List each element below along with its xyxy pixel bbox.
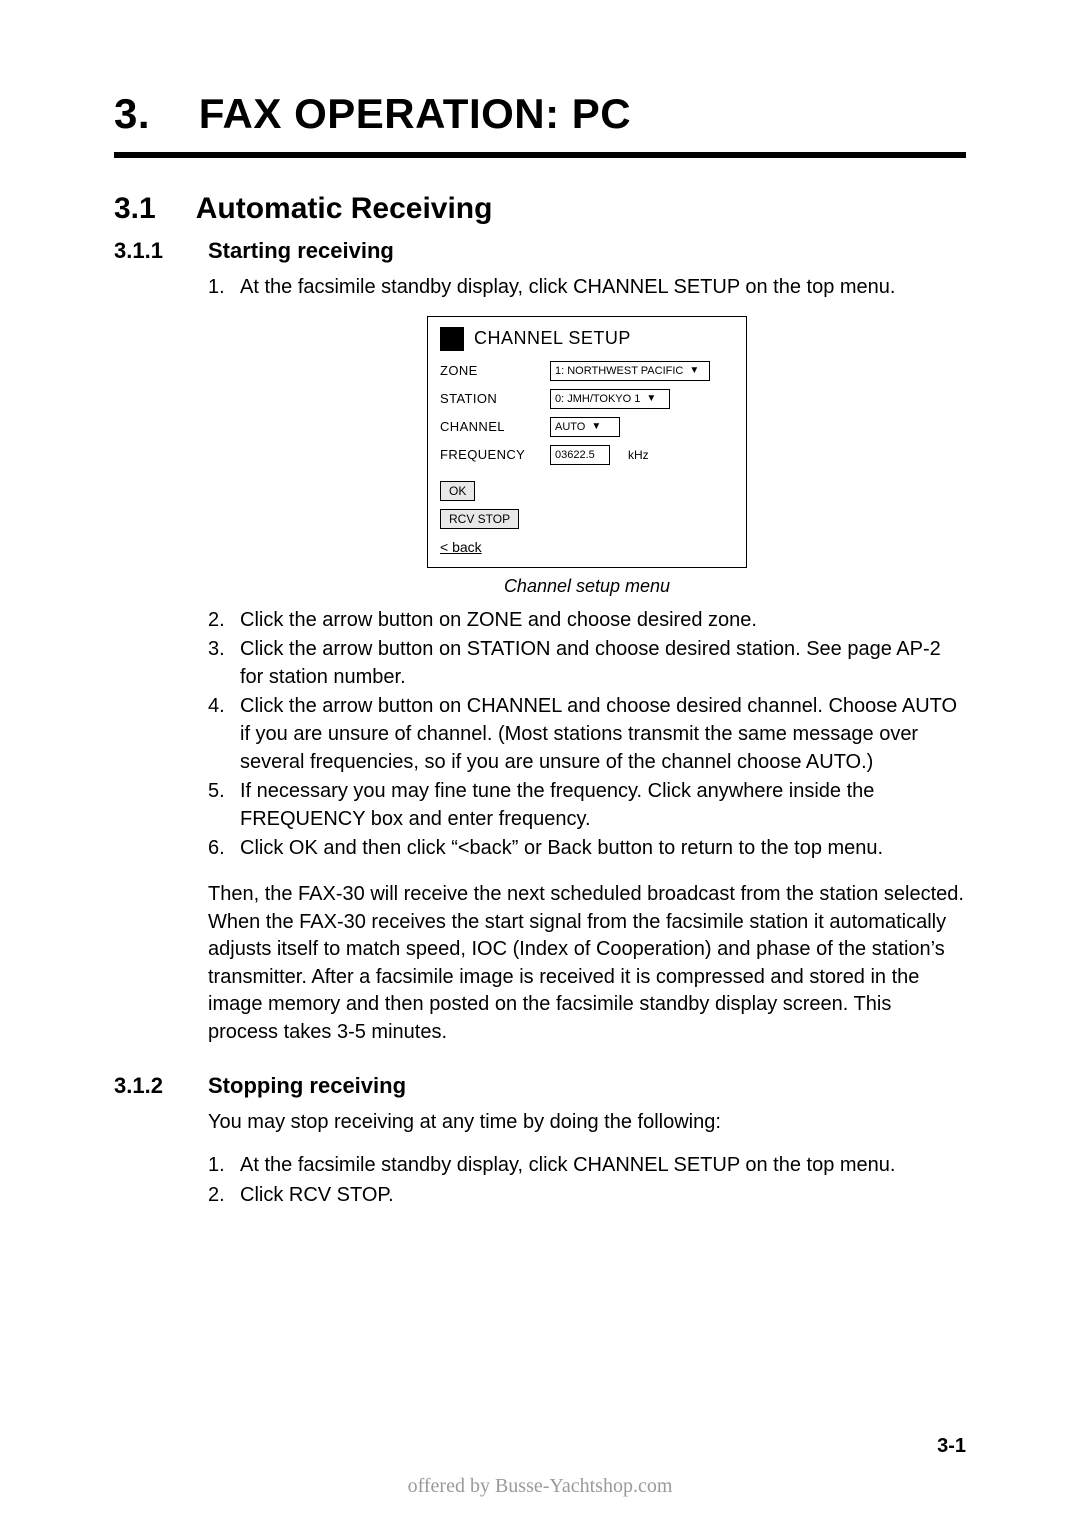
zone-label: ZONE xyxy=(440,363,540,378)
rcv-stop-button[interactable]: RCV STOP xyxy=(440,509,519,529)
list-item: 2. Click the arrow button on ZONE and ch… xyxy=(208,607,966,635)
list-item: 1. At the facsimile standby display, cli… xyxy=(208,274,966,302)
footer-text: offered by Busse-Yachtshop.com xyxy=(0,1475,1080,1498)
dialog-title-row: CHANNEL SETUP xyxy=(440,327,734,351)
frequency-row: FREQUENCY 03622.5 kHz xyxy=(440,445,734,465)
frequency-input[interactable]: 03622.5 xyxy=(550,445,610,465)
step-text: Click the arrow button on STATION and ch… xyxy=(240,636,966,691)
section-title: Automatic Receiving xyxy=(196,192,493,226)
step-number: 3. xyxy=(208,636,232,691)
steps-list-1b: 2. Click the arrow button on ZONE and ch… xyxy=(208,607,966,863)
dialog-title: CHANNEL SETUP xyxy=(474,328,631,349)
subsection-intro: You may stop receiving at any time by do… xyxy=(208,1109,966,1137)
steps-list-1a: 1. At the facsimile standby display, cli… xyxy=(208,274,966,302)
list-item: 5. If necessary you may fine tune the fr… xyxy=(208,778,966,833)
step-number: 1. xyxy=(208,1152,232,1180)
subsection-heading-1: 3.1.1 Starting receiving xyxy=(114,238,966,264)
subsection-number: 3.1.2 xyxy=(114,1073,178,1099)
chevron-down-icon: ▼ xyxy=(689,365,699,376)
zone-row: ZONE 1: NORTHWEST PACIFIC ▼ xyxy=(440,361,734,381)
subsection-title: Stopping receiving xyxy=(208,1073,406,1099)
step-number: 6. xyxy=(208,835,232,863)
back-link[interactable]: < back xyxy=(440,539,482,555)
step-text: Click RCV STOP. xyxy=(240,1182,966,1210)
station-label: STATION xyxy=(440,391,540,406)
figure-wrap: CHANNEL SETUP ZONE 1: NORTHWEST PACIFIC … xyxy=(208,316,966,597)
list-item: 2. Click RCV STOP. xyxy=(208,1182,966,1210)
body-paragraph: Then, the FAX-30 will receive the next s… xyxy=(208,881,966,1047)
chapter-title: 3. FAX OPERATION: PC xyxy=(114,90,966,138)
chevron-down-icon: ▼ xyxy=(591,421,601,432)
list-item: 4. Click the arrow button on CHANNEL and… xyxy=(208,693,966,776)
channel-value: AUTO xyxy=(555,421,585,433)
station-value: 0: JMH/TOKYO 1 xyxy=(555,393,640,405)
step-number: 5. xyxy=(208,778,232,833)
frequency-label: FREQUENCY xyxy=(440,447,540,462)
steps-list-2: 1. At the facsimile standby display, cli… xyxy=(208,1152,966,1209)
step-text: If necessary you may fine tune the frequ… xyxy=(240,778,966,833)
channel-setup-dialog: CHANNEL SETUP ZONE 1: NORTHWEST PACIFIC … xyxy=(427,316,747,568)
channel-dropdown[interactable]: AUTO ▼ xyxy=(550,417,620,437)
step-text: At the facsimile standby display, click … xyxy=(240,1152,966,1180)
subsection-number: 3.1.1 xyxy=(114,238,178,264)
step-number: 4. xyxy=(208,693,232,776)
list-item: 6. Click OK and then click “<back” or Ba… xyxy=(208,835,966,863)
channel-row: CHANNEL AUTO ▼ xyxy=(440,417,734,437)
chapter-number: 3. xyxy=(114,90,150,137)
step-text: Click OK and then click “<back” or Back … xyxy=(240,835,966,863)
subsection-title: Starting receiving xyxy=(208,238,394,264)
chevron-down-icon: ▼ xyxy=(646,393,656,404)
list-item: 1. At the facsimile standby display, cli… xyxy=(208,1152,966,1180)
subsection-heading-2: 3.1.2 Stopping receiving xyxy=(114,1073,966,1099)
step-text: Click the arrow button on CHANNEL and ch… xyxy=(240,693,966,776)
step-text: Click the arrow button on ZONE and choos… xyxy=(240,607,966,635)
step-number: 2. xyxy=(208,607,232,635)
ok-button[interactable]: OK xyxy=(440,481,475,501)
list-item: 3. Click the arrow button on STATION and… xyxy=(208,636,966,691)
zone-value: 1: NORTHWEST PACIFIC xyxy=(555,365,683,377)
section-heading: 3.1 Automatic Receiving xyxy=(114,192,966,226)
step-number: 1. xyxy=(208,274,232,302)
step-number: 2. xyxy=(208,1182,232,1210)
figure-caption: Channel setup menu xyxy=(504,576,670,597)
station-dropdown[interactable]: 0: JMH/TOKYO 1 ▼ xyxy=(550,389,670,409)
dialog-icon xyxy=(440,327,464,351)
section-number: 3.1 xyxy=(114,192,156,226)
chapter-name: FAX OPERATION: PC xyxy=(199,90,631,137)
frequency-unit: kHz xyxy=(628,448,649,462)
step-text: At the facsimile standby display, click … xyxy=(240,274,966,302)
zone-dropdown[interactable]: 1: NORTHWEST PACIFIC ▼ xyxy=(550,361,710,381)
chapter-rule xyxy=(114,152,966,158)
channel-label: CHANNEL xyxy=(440,419,540,434)
station-row: STATION 0: JMH/TOKYO 1 ▼ xyxy=(440,389,734,409)
frequency-value: 03622.5 xyxy=(555,449,595,461)
page-number: 3-1 xyxy=(937,1435,966,1458)
